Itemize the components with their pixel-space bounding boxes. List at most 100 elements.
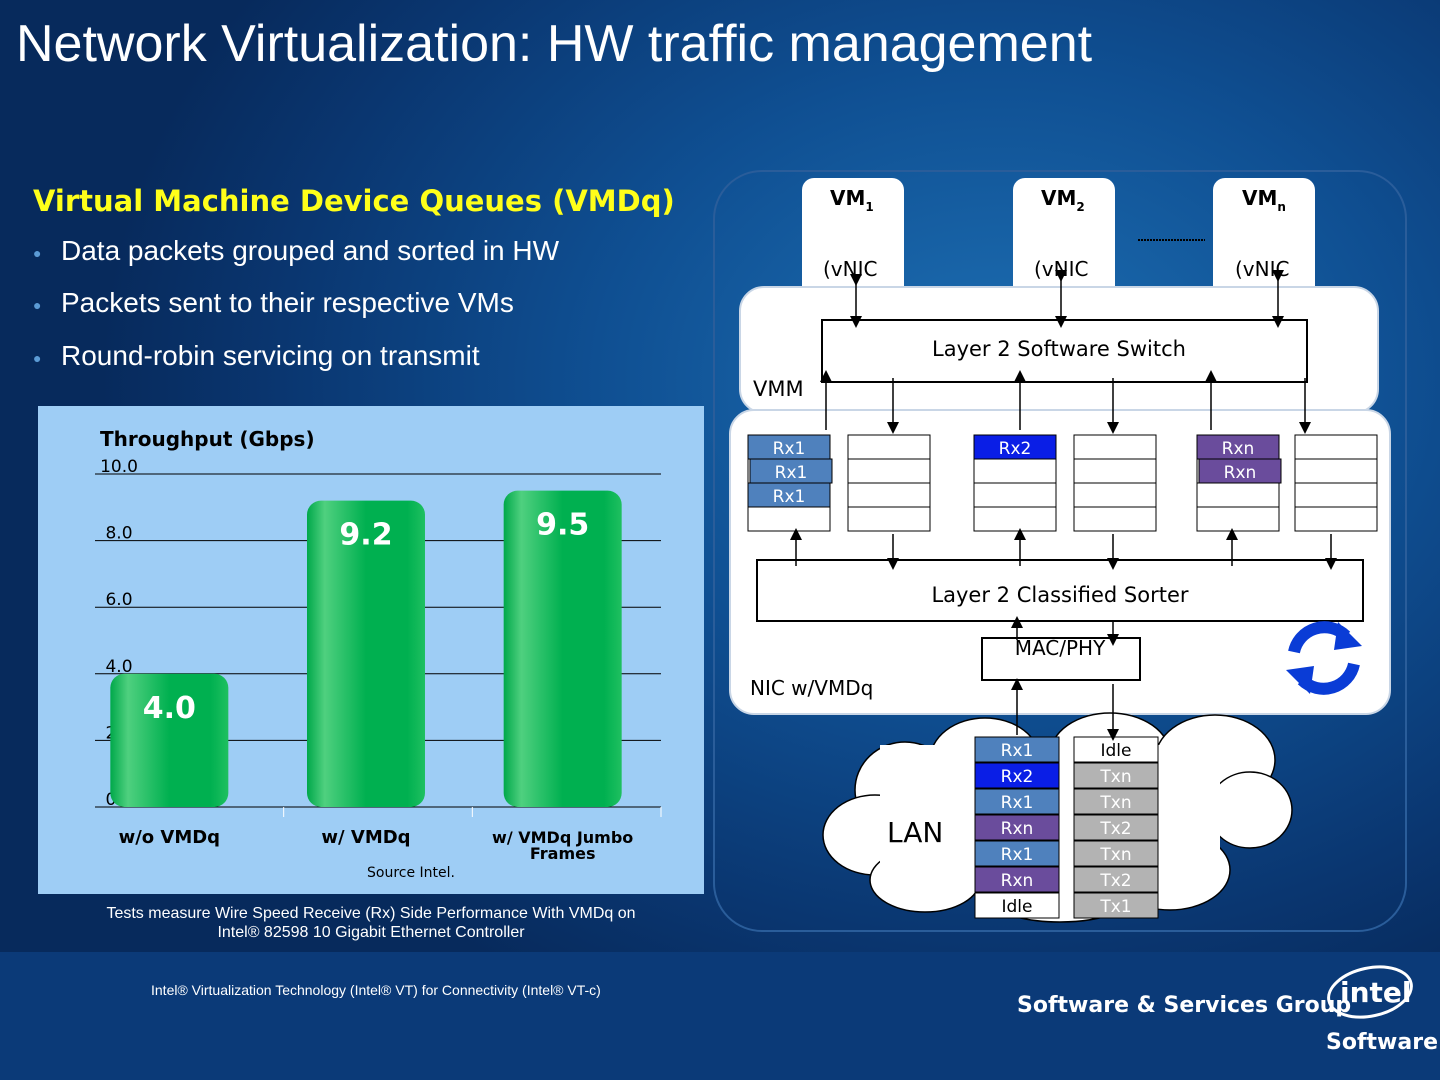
rx-queue-cell <box>973 434 1057 460</box>
svg-text:(vNIC: (vNIC <box>1235 257 1289 281</box>
svg-text:intel: intel <box>1340 976 1412 1009</box>
intel-logo: intel <box>1327 965 1413 1019</box>
rx-stack-cell <box>974 840 1060 867</box>
tx-stack-cell <box>1073 736 1159 763</box>
tx-stack-label: Txn <box>1099 845 1131 865</box>
x-tick-label: Frames <box>530 844 596 863</box>
rx-queue-label: Rxn <box>1224 463 1257 483</box>
svg-text:VMn: VMn <box>1242 186 1286 214</box>
flow-arrows <box>790 270 1337 741</box>
tx-stack-label: Tx1 <box>1099 897 1131 917</box>
rx-stack-cell <box>974 866 1060 893</box>
queue-slot <box>1294 434 1378 460</box>
bullet-item: ● Data packets grouped and sorted in HW <box>33 235 560 266</box>
queue-slot <box>1196 482 1280 508</box>
rx-queue-label: Rxn <box>1222 439 1255 459</box>
vmm-label: VMM <box>753 377 804 401</box>
bullet-item: ● Packets sent to their respective VMs <box>33 287 514 318</box>
data-label: 9.2 <box>339 518 392 553</box>
queue-slot <box>1294 458 1378 484</box>
rx-queue-cell <box>747 434 831 460</box>
svg-text:VM1: VM1 <box>830 186 874 214</box>
vm-box: VM2 (vNIC <box>1013 178 1115 298</box>
queue-slot <box>973 506 1057 532</box>
bullet-dot-icon: ● <box>33 296 42 313</box>
page-title: Network Virtualization: HW traffic manag… <box>16 15 1093 73</box>
vmdq-diagram: VM1 (vNIC VM2 (vNIC VMn (vNIC Layer 2 So… <box>713 170 1407 932</box>
queue-slot <box>973 482 1057 508</box>
data-label: 9.5 <box>536 508 589 543</box>
queue-slot <box>1294 506 1378 532</box>
tx-stack-label: Idle <box>1101 741 1132 761</box>
x-tick-label: w/ VMDq <box>321 827 410 848</box>
rx-stack-label: Rx1 <box>1001 741 1034 761</box>
bullet-dot-icon: ● <box>33 349 42 366</box>
queue-slot <box>973 458 1057 484</box>
classified-sorter <box>756 559 1364 622</box>
classified-sorter-label: Layer 2 Classified Sorter <box>931 583 1188 607</box>
bar <box>110 673 229 807</box>
tx-stack-label: Txn <box>1099 767 1131 787</box>
tx-stack-label: Txn <box>1099 793 1131 813</box>
chart-source: Source Intel. <box>367 865 455 881</box>
bar <box>503 490 622 807</box>
rx-stack-label: Rx2 <box>1001 767 1034 787</box>
rx-queue-cell <box>747 482 831 508</box>
y-tick-label: 10.0 <box>100 457 138 477</box>
throughput-chart: Throughput (Gbps) 0.02.04.06.08.010.0 4.… <box>38 406 704 894</box>
rx-queue-cell <box>749 458 833 484</box>
tx-stack-cell <box>1073 866 1159 893</box>
vm-box: VM1 (vNIC <box>802 178 904 298</box>
queue-slot <box>1073 506 1157 532</box>
queue-slot <box>847 506 931 532</box>
vm-box: VMn (vNIC <box>1213 178 1315 298</box>
queue-slot <box>1196 506 1280 532</box>
footer-band <box>0 952 1440 1080</box>
x-tick-label: w/ VMDq Jumbo <box>492 828 633 847</box>
tx-stack-cell <box>1073 762 1159 789</box>
queue-slot <box>1073 434 1157 460</box>
bullet-item: ● Round-robin servicing on transmit <box>33 340 480 371</box>
data-label: 4.0 <box>143 691 196 726</box>
rx-queue-label: Rx2 <box>999 439 1032 459</box>
group-name: Software & Services Group <box>1017 993 1352 1018</box>
tx-stack-cell <box>1073 814 1159 841</box>
tx-stack-cell <box>1073 840 1159 867</box>
queue-slot <box>1294 482 1378 508</box>
svg-text:(vNIC: (vNIC <box>823 257 877 281</box>
svg-text:VM2: VM2 <box>1041 186 1085 214</box>
rx-stack-label: Rxn <box>1001 819 1034 839</box>
host-outline <box>713 170 1407 932</box>
rx-stack-label: Rxn <box>1001 871 1034 891</box>
y-tick-label: 8.0 <box>105 524 132 544</box>
queue-slot <box>1073 482 1157 508</box>
rx-stack-label: Idle <box>1002 897 1033 917</box>
rx-queue-cell <box>1198 458 1282 484</box>
rx-stack-label: Rx1 <box>1001 845 1034 865</box>
tx-stack-label: Tx2 <box>1099 871 1131 891</box>
queue-slot <box>847 434 931 460</box>
rx-queue-label: Rx1 <box>775 463 808 483</box>
tx-stack-cell <box>1073 788 1159 815</box>
footer-note: Intel® Virtualization Technology (Intel®… <box>151 982 601 998</box>
traffic-stacks: Rx1 Rx2 Rx1 Rxn Rx1 Rxn Idle Idle Txn Txn Tx2 Txn Tx… <box>974 736 1159 919</box>
rx-stack-cell <box>974 892 1060 919</box>
queue-slot <box>847 482 931 508</box>
x-tick-label: w/o VMDq <box>119 827 221 848</box>
queue-group: Rx1 Rx1 Rx1 Rx2 Rxn Rxn <box>747 434 1378 532</box>
tx-stack-label: Tx2 <box>1099 819 1131 839</box>
software-switch-label: Layer 2 Software Switch <box>932 337 1186 361</box>
rx-stack-cell <box>974 788 1060 815</box>
queue-slot <box>1073 458 1157 484</box>
rx-stack-cell <box>974 814 1060 841</box>
rx-queue-label: Rx1 <box>773 439 806 459</box>
chart-footnote: Tests measure Wire Speed Receive (Rx) Si… <box>106 905 636 941</box>
rx-stack-cell <box>974 736 1060 763</box>
mac-phy-label: MAC/PHY <box>1015 636 1106 660</box>
rx-stack-label: Rx1 <box>1001 793 1034 813</box>
chart-title: Throughput (Gbps) <box>100 427 315 451</box>
nic-label: NIC w/VMDq <box>750 676 873 700</box>
y-tick-label: 6.0 <box>105 590 132 610</box>
section-subtitle: Virtual Machine Device Queues (VMDq) <box>33 184 675 218</box>
software-switch <box>821 319 1308 383</box>
